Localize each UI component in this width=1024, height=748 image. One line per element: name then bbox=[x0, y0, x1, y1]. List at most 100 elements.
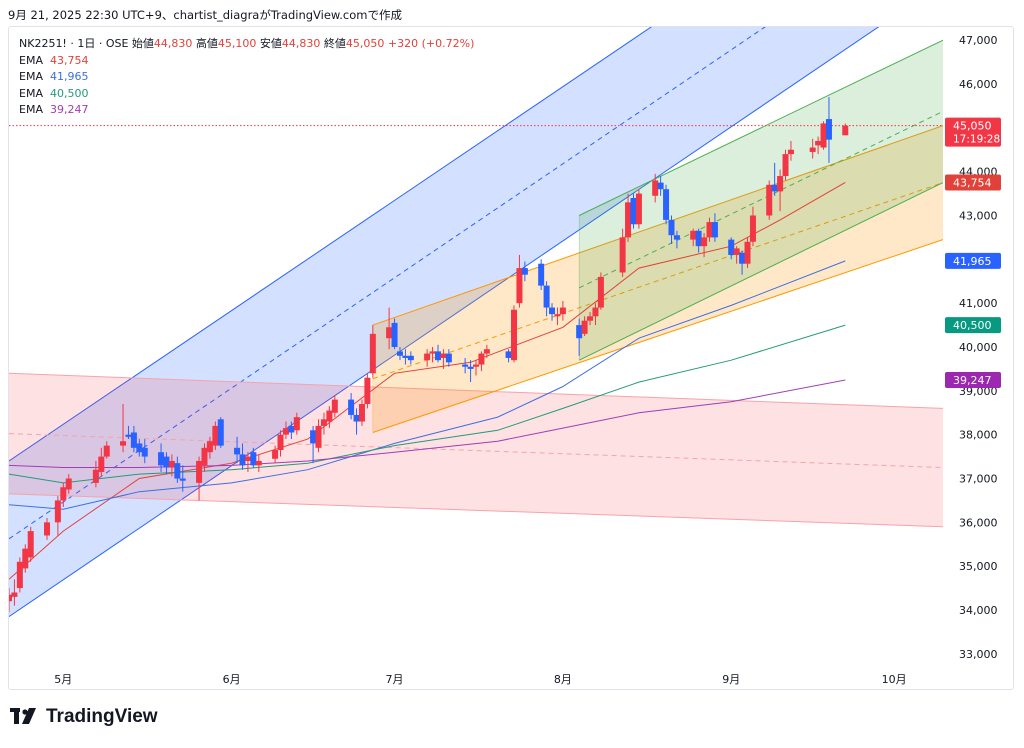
candle bbox=[663, 184, 670, 225]
candle bbox=[592, 303, 599, 326]
candle-body bbox=[815, 140, 822, 146]
candle bbox=[16, 557, 23, 593]
candle bbox=[771, 162, 778, 196]
candle-body bbox=[22, 548, 29, 569]
candle bbox=[478, 351, 485, 372]
candle bbox=[358, 399, 365, 426]
candle bbox=[174, 456, 181, 483]
y-tick-label: 35,000 bbox=[959, 560, 998, 573]
price-chart[interactable]: 33,000 34,000 35,000 36,000 37,000 38,000 39,0… bbox=[9, 27, 1014, 690]
candle bbox=[597, 272, 604, 310]
tradingview-logo[interactable]: TradingView bbox=[10, 706, 158, 728]
brand-name: TradingView bbox=[46, 706, 158, 727]
candle-body bbox=[434, 351, 441, 361]
channel-median-line bbox=[9, 433, 943, 469]
candle-body bbox=[331, 399, 338, 413]
legend-ema-row[interactable]: EMA 40,500 bbox=[19, 86, 474, 103]
candle-body bbox=[701, 237, 708, 247]
candle bbox=[766, 180, 773, 220]
symbol-label[interactable]: NK2251! · 1日 · OSE bbox=[19, 37, 129, 50]
candle bbox=[483, 344, 490, 358]
candle-body bbox=[136, 443, 143, 453]
candle-body bbox=[179, 478, 186, 481]
candle bbox=[22, 544, 29, 573]
candle-body bbox=[625, 202, 632, 238]
candle-body bbox=[516, 268, 523, 304]
candle-body bbox=[98, 456, 105, 472]
ema-line bbox=[9, 324, 846, 484]
candle bbox=[462, 357, 469, 374]
ema-line bbox=[9, 379, 846, 468]
channel-upper-line bbox=[9, 27, 653, 462]
legend-ema-row[interactable]: EMA 41,965 bbox=[19, 69, 474, 86]
candle bbox=[695, 228, 702, 253]
ema-price-tag: 40,500 bbox=[945, 317, 1001, 334]
last-price-tag-bg bbox=[945, 117, 1001, 147]
candle-body bbox=[706, 222, 713, 238]
candle bbox=[706, 217, 713, 242]
candle-body bbox=[212, 425, 219, 446]
candle-body bbox=[277, 434, 284, 451]
candle bbox=[217, 417, 224, 448]
close-label: 終値 bbox=[323, 37, 346, 50]
legend-ema-row[interactable]: EMA 39,247 bbox=[19, 102, 474, 119]
candle bbox=[809, 138, 816, 159]
legend-ema-row[interactable]: EMA 43,754 bbox=[19, 53, 474, 70]
candle-body bbox=[521, 268, 528, 275]
chart-frame[interactable]: 33,000 34,000 35,000 36,000 37,000 38,000 39,0… bbox=[8, 26, 1014, 690]
candle bbox=[320, 412, 327, 435]
candle bbox=[125, 425, 132, 440]
candle-body bbox=[739, 252, 746, 264]
candle bbox=[103, 441, 110, 459]
candle-body bbox=[92, 469, 99, 483]
ema-price-tag-bg bbox=[945, 174, 1001, 191]
candle bbox=[179, 465, 186, 492]
plot-area bbox=[9, 27, 943, 618]
candle bbox=[538, 259, 545, 291]
candle-body bbox=[386, 327, 393, 339]
candle-body bbox=[782, 154, 789, 177]
candle bbox=[728, 237, 735, 260]
candle bbox=[429, 347, 436, 363]
candle bbox=[744, 237, 751, 269]
ema-price-tag: 43,754 bbox=[945, 174, 1001, 191]
candle-body bbox=[787, 149, 794, 155]
x-tick-label: 5月 bbox=[54, 673, 72, 686]
candle bbox=[407, 351, 414, 365]
regression-channel bbox=[578, 39, 943, 361]
candle-body bbox=[201, 447, 208, 466]
candle bbox=[581, 316, 588, 337]
candle bbox=[559, 300, 566, 321]
x-tick-label: 6月 bbox=[223, 673, 241, 686]
ema-label: EMA bbox=[19, 70, 43, 83]
candle bbox=[9, 588, 12, 613]
candle-body bbox=[549, 307, 556, 315]
candle-body bbox=[27, 531, 34, 558]
candle-body bbox=[554, 314, 561, 317]
candle bbox=[65, 474, 72, 494]
ema-value: 39,247 bbox=[49, 103, 89, 116]
candle bbox=[521, 261, 528, 282]
ema-price-tag-value: 41,965 bbox=[953, 255, 992, 268]
candle bbox=[277, 430, 284, 457]
candle-body bbox=[473, 364, 479, 367]
candle bbox=[92, 460, 99, 488]
candle-body bbox=[424, 353, 431, 361]
candle bbox=[364, 373, 371, 409]
candle bbox=[434, 344, 441, 363]
candle bbox=[402, 349, 409, 365]
channel-upper-line bbox=[372, 125, 943, 326]
candle bbox=[782, 149, 789, 181]
candle-body bbox=[120, 441, 127, 446]
candle bbox=[739, 250, 746, 275]
candle bbox=[391, 318, 398, 350]
candle-body bbox=[402, 355, 409, 358]
candle-body bbox=[820, 123, 827, 148]
ema-price-tag-bg bbox=[945, 252, 1001, 269]
candle bbox=[255, 454, 262, 472]
candle-body bbox=[315, 425, 322, 448]
candle-body bbox=[559, 307, 566, 315]
candle-body bbox=[244, 456, 251, 461]
candle-body bbox=[576, 325, 583, 339]
candle-body bbox=[44, 522, 51, 536]
